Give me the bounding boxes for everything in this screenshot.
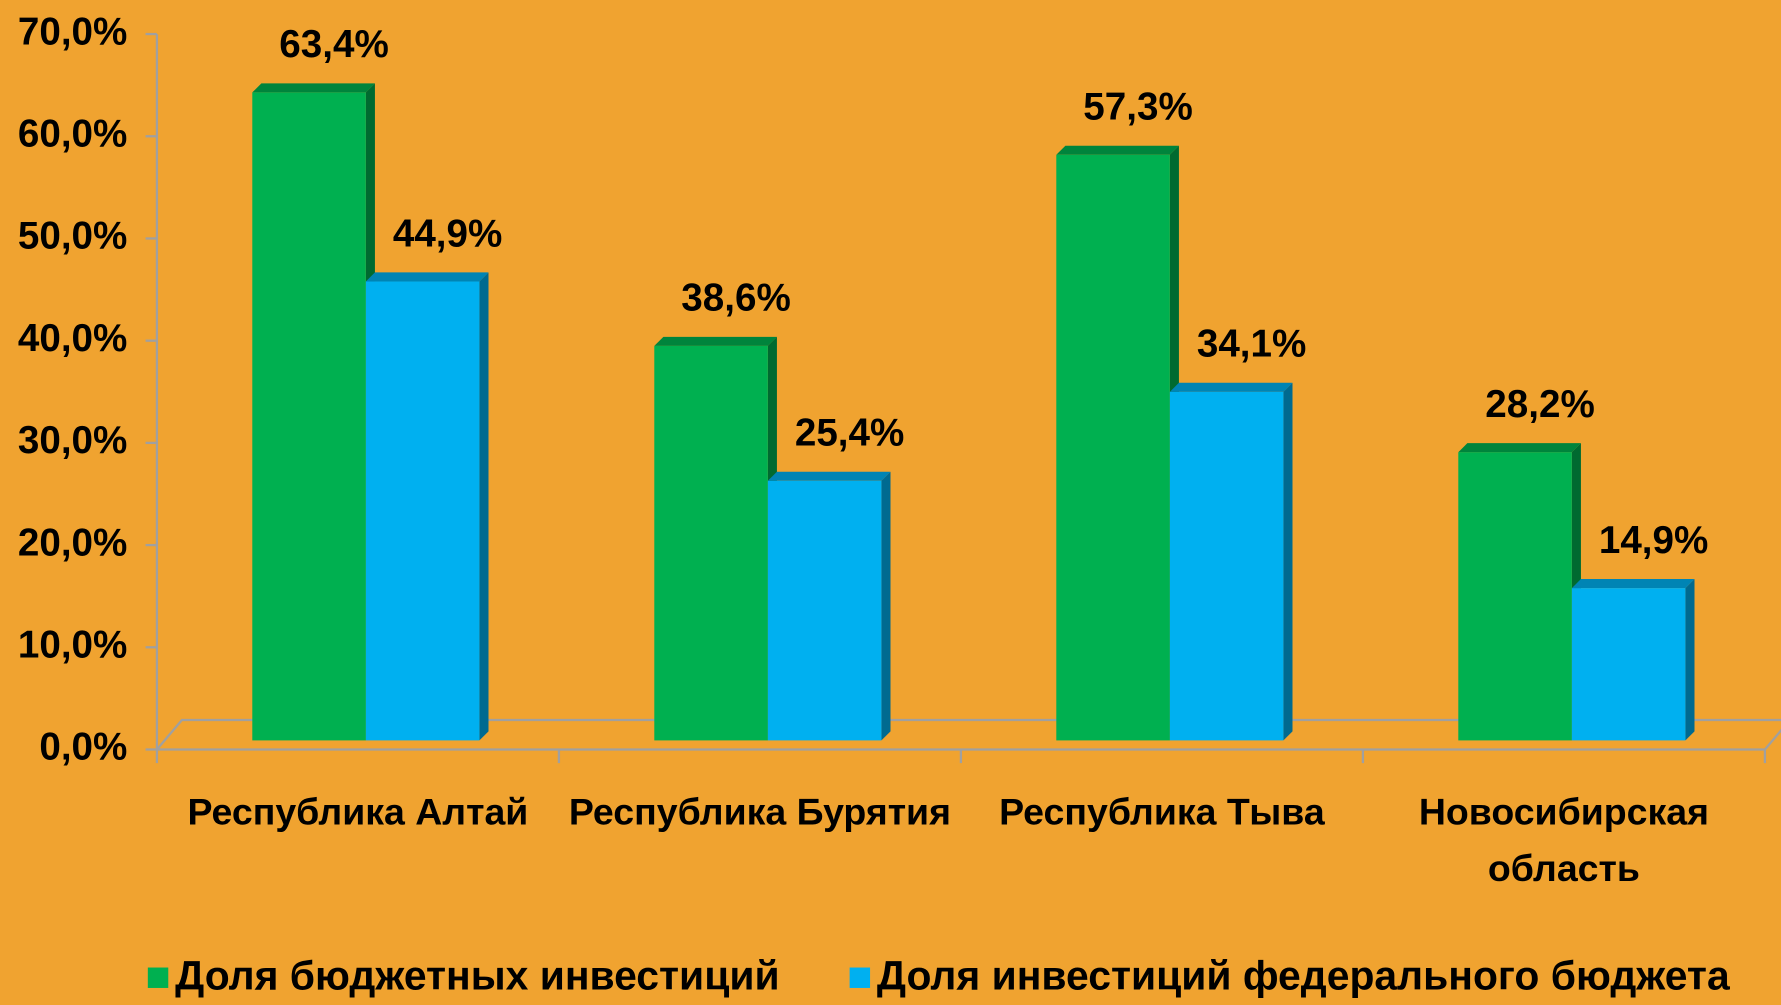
x-label-box: Новосибирская область bbox=[1418, 790, 1709, 889]
x-tick-label: Новосибирская область bbox=[1418, 790, 1709, 889]
bar-front bbox=[1056, 154, 1170, 741]
bar-side bbox=[881, 471, 891, 741]
y-tick-label: 30,0% bbox=[18, 419, 127, 462]
bar-front bbox=[1169, 391, 1284, 741]
y-tick-label: 0,0% bbox=[39, 726, 127, 769]
y-tick-label: 10,0% bbox=[18, 623, 127, 666]
bar-top bbox=[365, 272, 489, 282]
bar-top bbox=[767, 471, 891, 481]
bar-top bbox=[654, 336, 777, 346]
bar bbox=[1056, 145, 1179, 741]
value-label: 34,1% bbox=[1197, 323, 1306, 366]
x-tick-label: Республика Алтай bbox=[187, 790, 529, 833]
bar-side bbox=[1283, 382, 1293, 741]
x-tick-label: Республика Тыва bbox=[999, 790, 1325, 833]
value-label: 25,4% bbox=[795, 412, 904, 455]
value-label: 38,6% bbox=[681, 277, 790, 320]
bar-top bbox=[1571, 579, 1695, 589]
bar bbox=[252, 83, 375, 741]
value-label: 57,3% bbox=[1083, 86, 1192, 129]
bar-top bbox=[1056, 145, 1179, 155]
bar bbox=[767, 471, 891, 741]
bar bbox=[1458, 443, 1581, 741]
bar-front bbox=[252, 92, 366, 741]
y-tick-label: 70,0% bbox=[18, 10, 127, 53]
value-label: 14,9% bbox=[1599, 519, 1708, 562]
bar-front bbox=[1458, 452, 1572, 741]
x-label-box: Республика Бурятия bbox=[568, 790, 951, 833]
bar-front bbox=[767, 480, 882, 741]
bar bbox=[1169, 382, 1293, 741]
y-tick-label: 60,0% bbox=[18, 112, 127, 155]
x-tick-label: Республика Бурятия bbox=[568, 790, 951, 833]
y-tick-label: 50,0% bbox=[18, 215, 127, 258]
bar bbox=[365, 272, 489, 741]
legend-label: Доля бюджетных инвестиций bbox=[175, 953, 780, 999]
bar bbox=[654, 336, 777, 741]
bar-side bbox=[1685, 579, 1695, 741]
value-label: 28,2% bbox=[1485, 383, 1594, 426]
bar bbox=[1571, 579, 1695, 741]
y-tick-label: 20,0% bbox=[18, 521, 127, 564]
x-label-box: Республика Тыва bbox=[999, 790, 1325, 833]
bar-side bbox=[479, 272, 489, 741]
bar-top bbox=[252, 83, 375, 93]
legend-swatch bbox=[147, 967, 169, 988]
bar-front bbox=[1571, 588, 1686, 741]
x-label-box: Республика Алтай bbox=[187, 790, 529, 833]
value-label: 44,9% bbox=[393, 212, 502, 255]
bar-front bbox=[365, 281, 480, 741]
bar-front bbox=[654, 345, 768, 741]
legend-label: Доля инвестиций федерального бюджета bbox=[877, 953, 1730, 999]
floor bbox=[156, 718, 1781, 751]
y-tick-label: 40,0% bbox=[18, 317, 127, 360]
bar-top bbox=[1458, 443, 1581, 453]
bar-top bbox=[1169, 382, 1293, 392]
legend-swatch bbox=[849, 967, 871, 988]
value-label: 63,4% bbox=[279, 23, 388, 66]
